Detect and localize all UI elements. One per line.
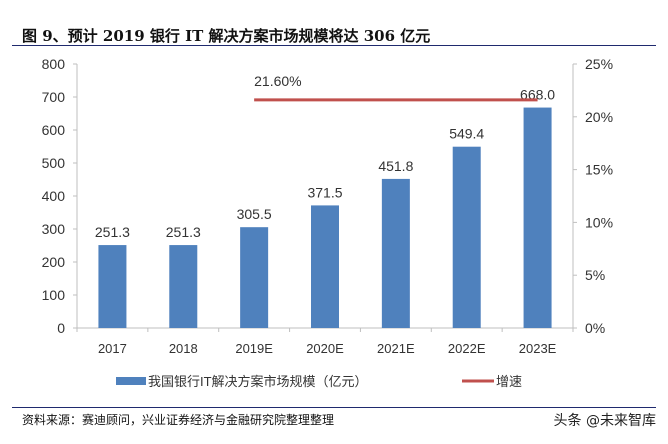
growth-data-label: 21.60% [254,73,301,89]
right-tick-label: 5% [585,267,605,283]
x-tick-label: 2020E [306,341,344,356]
legend-label-growth: 增速 [496,374,522,389]
bar-2022E [452,146,481,328]
left-tick-label: 600 [42,122,66,138]
bar-data-label: 251.3 [95,224,130,240]
legend-swatch-market-size [116,377,146,385]
source-note: 资料来源：赛迪顾问，兴业证券经济与金融研究院整理整理 [22,413,335,427]
left-tick-label: 800 [42,56,66,72]
right-tick-label: 15% [585,162,613,178]
bar-data-label: 371.5 [307,184,342,200]
bar-data-label: 549.4 [449,126,484,142]
bar-2021E [381,178,410,328]
bar-2023E [523,107,552,328]
figure-title: 图 9、预计 2019 银行 IT 解决方案市场规模将达 306 亿元 [22,27,431,45]
right-tick-label: 25% [585,56,613,72]
bar-data-label: 451.8 [378,158,413,174]
source-divider [12,407,656,408]
left-tick-label: 500 [42,155,66,171]
left-tick-label: 100 [42,287,66,303]
bar-2017 [98,245,127,328]
left-tick-label: 0 [57,320,65,336]
left-tick-label: 200 [42,254,66,270]
x-tick-label: 2019E [235,341,273,356]
title-divider [12,45,656,46]
bar-2019E [240,227,269,328]
left-tick-label: 300 [42,221,66,237]
bar-2020E [311,205,339,328]
x-tick-label: 2023E [519,341,557,356]
right-tick-label: 0% [585,320,605,336]
x-tick-label: 2018 [169,341,198,356]
bar-data-label: 305.5 [237,206,272,222]
x-tick-label: 2022E [448,341,486,356]
bar-2018 [169,245,198,328]
x-tick-label: 2017 [98,341,127,356]
right-tick-label: 10% [585,214,613,230]
left-tick-label: 700 [42,89,66,105]
right-tick-label: 20% [585,109,613,125]
bar-data-label: 251.3 [166,224,201,240]
x-tick-label: 2021E [377,341,415,356]
watermark: 头条 @未来智库 [553,413,656,429]
legend-label-market-size: 我国银行IT解决方案市场规模（亿元） [148,374,368,389]
left-tick-label: 400 [42,188,66,204]
